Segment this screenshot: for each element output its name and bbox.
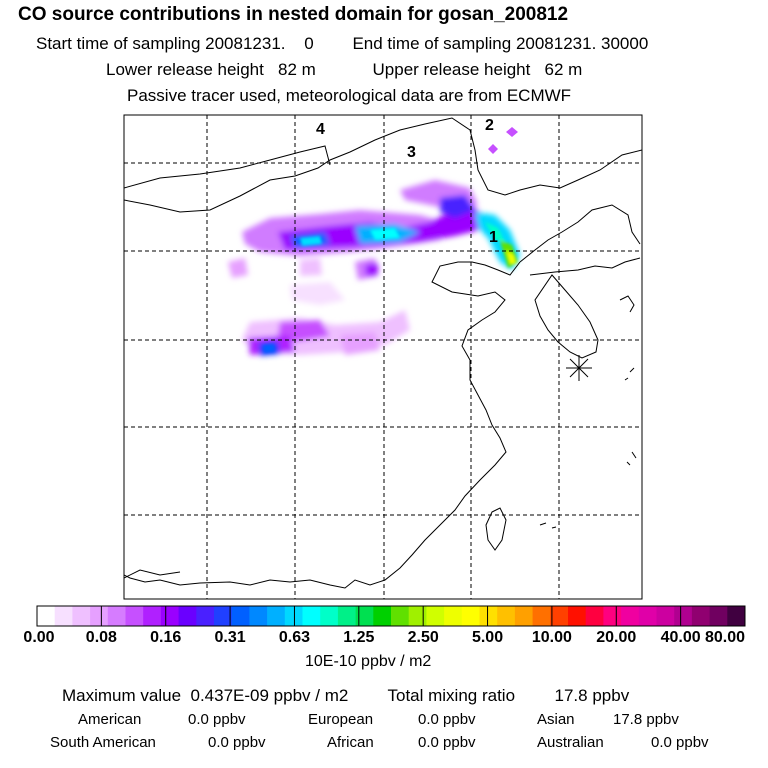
colorbar-swatch (638, 606, 657, 626)
sampling-time-line: Start time of sampling 20081231. 0 End t… (36, 34, 648, 54)
colorbar-swatch (125, 606, 144, 626)
colorbar-tick-label: 40.00 (660, 629, 701, 646)
colorbar-swatch (72, 606, 91, 626)
colorbar-swatch (373, 606, 392, 626)
start-time-label: Start time of sampling (36, 34, 201, 53)
colorbar-swatch (107, 606, 126, 626)
total-mixing-value: 17.8 ppbv (554, 686, 630, 705)
region-asian-value: 17.8 ppbv (613, 711, 679, 728)
region-label-4: 4 (316, 121, 325, 138)
receptor-marker (566, 355, 592, 381)
region-label-1: 1 (489, 229, 498, 246)
colorbar-tick-label: 0.08 (85, 629, 117, 646)
region-asian-label: Asian (537, 711, 575, 728)
region-label-2: 2 (485, 117, 494, 134)
concentration-field (124, 117, 642, 589)
colorbar-swatch (479, 606, 498, 626)
colorbar-swatch (54, 606, 73, 626)
region-label-3: 3 (407, 144, 416, 161)
map-frame (123, 114, 643, 600)
colorbar-swatch (621, 606, 640, 626)
colorbar-swatch (320, 606, 339, 626)
colorbar-swatch (231, 606, 250, 626)
colorbar-frame (36, 605, 746, 627)
colorbar-swatch (284, 606, 303, 626)
colorbar-swatch (249, 606, 268, 626)
release-height-line: Lower release height 82 m Upper release … (106, 60, 582, 80)
start-time-value: 20081231. (205, 34, 286, 53)
region-south-american-label: South American (50, 734, 156, 751)
colorbar-swatch (568, 606, 587, 626)
colorbar-swatch (709, 606, 728, 626)
colorbar-swatch (90, 606, 109, 626)
colorbar-swatch (196, 606, 215, 626)
colorbar-units: 10E-10 ppbv / m2 (305, 653, 432, 670)
colorbar-swatch (408, 606, 427, 626)
colorbar-tick-label: 0.63 (278, 629, 311, 646)
upper-height-label: Upper release height (372, 60, 531, 79)
colorbar-swatch (302, 606, 321, 626)
colorbar-swatch (497, 606, 516, 626)
colorbar-swatch (727, 606, 746, 626)
lower-height-value: 82 m (278, 60, 316, 79)
region-american-value: 0.0 ppbv (188, 711, 246, 728)
colorbar-swatch (214, 606, 233, 626)
max-value: 0.437E-09 ppbv / m2 (190, 686, 349, 705)
upper-height-value: 62 m (544, 60, 583, 79)
colorbar-swatch (444, 606, 463, 626)
colorbar-swatch (267, 606, 286, 626)
colorbar-swatch (691, 606, 711, 626)
colorbar-swatch (461, 606, 480, 626)
colorbar-swatch (585, 606, 604, 626)
colorbar-tick-label: 80.00 (704, 629, 746, 646)
summary-line: Maximum value 0.437E-09 ppbv / m2 Total … (62, 686, 629, 706)
colorbar-swatch (532, 606, 551, 626)
region-labels: 1 2 3 4 (316, 117, 498, 246)
region-australian-label: Australian (537, 734, 604, 751)
region-american-label: American (78, 711, 142, 728)
region-african-value: 0.0 ppbv (418, 734, 476, 751)
colorbar-swatch (391, 606, 410, 626)
end-time-label: End time of sampling (352, 34, 512, 53)
colorbar-swatch (426, 606, 445, 626)
colorbar-tick-label: 5.00 (471, 629, 504, 646)
colorbar-swatch (37, 606, 56, 626)
lower-height-label: Lower release height (106, 60, 264, 79)
colorbar-swatch (550, 606, 569, 626)
colorbar-tick-label: 1.25 (343, 629, 375, 646)
colorbar-swatch (178, 606, 197, 626)
map-grid (124, 115, 642, 599)
colorbar-tick-label: 2.50 (407, 629, 439, 646)
colorbar (36, 605, 746, 627)
plot-title: CO source contributions in nested domain… (18, 4, 569, 25)
region-european-value: 0.0 ppbv (418, 711, 476, 728)
end-time-value: 20081231. 30000 (515, 34, 649, 53)
start-time-zero: 0 (304, 34, 314, 53)
colorbar-swatch (674, 606, 693, 626)
region-african-label: African (327, 734, 374, 751)
colorbar-swatch (143, 606, 162, 626)
colorbar-swatch (514, 606, 534, 626)
colorbar-swatch (337, 606, 357, 626)
colorbar-swatch (603, 606, 622, 626)
colorbar-swatch (160, 606, 180, 626)
total-mixing-label: Total mixing ratio (387, 686, 516, 705)
colorbar-tick-label: 0.00 (23, 629, 55, 646)
colorbar-swatch (656, 606, 675, 626)
region-australian-value: 0.0 ppbv (651, 734, 709, 751)
colorbar-tick-label: 20.00 (596, 629, 637, 646)
region-european-label: European (308, 711, 374, 728)
colorbar-tick-label: 0.16 (150, 629, 182, 646)
region-south-american-value: 0.0 ppbv (208, 734, 266, 751)
colorbar-swatch (355, 606, 374, 626)
colorbar-tick-label: 10.00 (531, 629, 572, 646)
colorbar-tick-label: 0.31 (214, 629, 246, 646)
max-value-label: Maximum value (62, 686, 182, 705)
tracer-note: Passive tracer used, meteorological data… (127, 86, 572, 105)
